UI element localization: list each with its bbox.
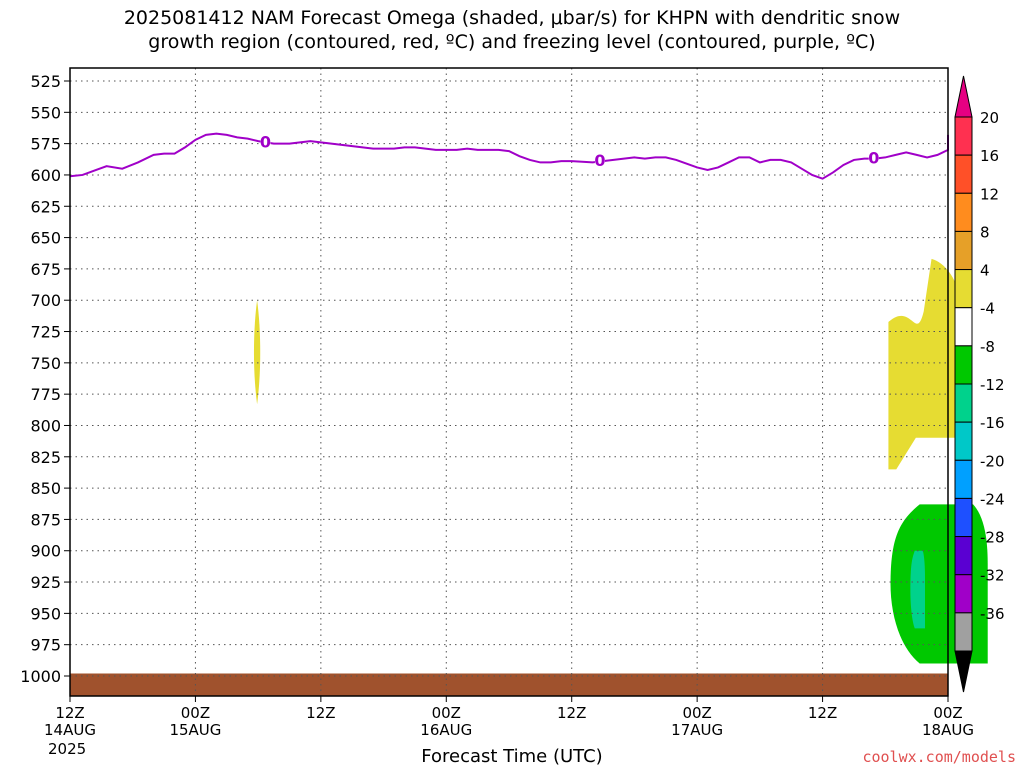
y-tick-label-700: 700 xyxy=(30,291,61,310)
colorbar-swatch-12 xyxy=(954,574,973,614)
y-tick-label-575: 575 xyxy=(30,135,61,154)
y-tick-label-925: 925 xyxy=(30,573,61,592)
freezing-label-0: 0 xyxy=(260,132,271,151)
y-tick-label-625: 625 xyxy=(30,197,61,216)
x-tick-time-24: 12Z xyxy=(306,704,335,722)
omega-shade-0 xyxy=(253,300,261,405)
x-axis-title: Forecast Time (UTC) xyxy=(421,746,603,767)
y-tick-label-550: 550 xyxy=(30,103,61,122)
colorbar-label-13: -36 xyxy=(980,605,1005,623)
plot-frame xyxy=(69,67,949,697)
freezing-level-line xyxy=(69,132,949,180)
y-tick-label-600: 600 xyxy=(30,166,61,185)
year-label: 2025 xyxy=(48,740,87,758)
colorbar-swatch-9 xyxy=(954,459,973,499)
x-tick-time-84: 00Z xyxy=(933,704,962,722)
colorbar-label-1: 16 xyxy=(980,147,999,165)
colorbar-label-7: -12 xyxy=(980,376,1005,394)
freezing-label-bg-2 xyxy=(868,151,879,166)
colorbar-swatch-6 xyxy=(954,345,973,385)
y-tick-label-750: 750 xyxy=(30,354,61,373)
freezing-level-layer: 0 0 0 xyxy=(69,132,949,180)
x-tick-time-72: 12Z xyxy=(808,704,837,722)
colorbar-label-9: -20 xyxy=(980,452,1005,470)
colorbar-label-0: 20 xyxy=(980,109,999,127)
y-tick-label-675: 675 xyxy=(30,260,61,279)
colorbar-swatch-5 xyxy=(954,307,973,347)
colorbar-swatch-13 xyxy=(954,612,973,652)
surface-terrain xyxy=(70,673,948,696)
x-tick-date-84: 18AUG xyxy=(922,721,974,739)
y-tick-label-525: 525 xyxy=(30,72,61,91)
y-tick-label-825: 825 xyxy=(30,448,61,467)
y-tick-label-725: 725 xyxy=(30,323,61,342)
colorbar-swatch-4 xyxy=(954,269,973,309)
colorbar-label-10: -24 xyxy=(980,490,1005,508)
freezing-label-2: 0 xyxy=(868,149,879,168)
x-tick-date-12: 15AUG xyxy=(169,721,221,739)
y-tick-label-800: 800 xyxy=(30,416,61,435)
axes-layer: 525 550 575 600 625 650 675 700 725 750 775 800 825 8… xyxy=(20,67,974,739)
x-tick-date-36: 16AUG xyxy=(420,721,472,739)
y-tick-label-650: 650 xyxy=(30,229,61,248)
credit-link[interactable]: coolwx.com/models xyxy=(862,748,1016,766)
x-tick-time-12: 00Z xyxy=(181,704,210,722)
colorbar-label-8: -16 xyxy=(980,414,1005,432)
omega-shade-3 xyxy=(910,550,926,629)
x-tick-time-60: 00Z xyxy=(682,704,711,722)
colorbar: 20 16 12 8 4 -4 -8 -12 -16 -20 -24 -28 -32 -36 xyxy=(954,75,1005,693)
colorbar-label-2: 12 xyxy=(980,185,999,203)
colorbar-swatch-10 xyxy=(954,497,973,538)
x-tick-time-48: 12Z xyxy=(557,704,586,722)
colorbar-label-12: -32 xyxy=(980,567,1005,585)
freezing-label-1: 0 xyxy=(594,151,605,170)
colorbar-label-5: -4 xyxy=(980,300,995,318)
colorbar-top-arrow xyxy=(954,75,973,118)
colorbar-swatch-11 xyxy=(954,536,973,576)
chart-title: 2025081412 NAM Forecast Omega (shaded, μ… xyxy=(123,7,901,53)
colorbar-swatch-2 xyxy=(954,192,973,232)
x-tick-time-0: 12Z xyxy=(55,704,84,722)
omega-shading-layer xyxy=(70,258,988,696)
colorbar-swatch-1 xyxy=(954,154,973,194)
colorbar-swatch-3 xyxy=(954,230,973,271)
x-tick-date-60: 17AUG xyxy=(671,721,723,739)
omega-shade-2 xyxy=(890,504,988,664)
grid-layer xyxy=(70,68,948,696)
y-tick-label-850: 850 xyxy=(30,479,61,498)
y-tick-label-1000: 1000 xyxy=(20,667,61,686)
colorbar-swatch-8 xyxy=(954,421,973,461)
x-tick-time-36: 00Z xyxy=(432,704,461,722)
y-tick-label-975: 975 xyxy=(30,636,61,655)
colorbar-label-3: 8 xyxy=(980,223,990,241)
colorbar-swatch-0 xyxy=(954,116,973,156)
freezing-label-bg-0 xyxy=(260,135,271,150)
colorbar-label-6: -8 xyxy=(980,338,995,356)
y-tick-label-775: 775 xyxy=(30,385,61,404)
colorbar-label-4: 4 xyxy=(980,262,990,280)
colorbar-swatch-7 xyxy=(954,383,973,423)
colorbar-bottom-arrow xyxy=(954,650,973,693)
y-tick-label-875: 875 xyxy=(30,510,61,529)
y-tick-label-900: 900 xyxy=(30,542,61,561)
freezing-label-bg-1 xyxy=(594,154,605,169)
x-tick-date-0: 14AUG xyxy=(44,721,96,739)
y-tick-label-950: 950 xyxy=(30,604,61,623)
colorbar-label-11: -28 xyxy=(980,529,1005,547)
